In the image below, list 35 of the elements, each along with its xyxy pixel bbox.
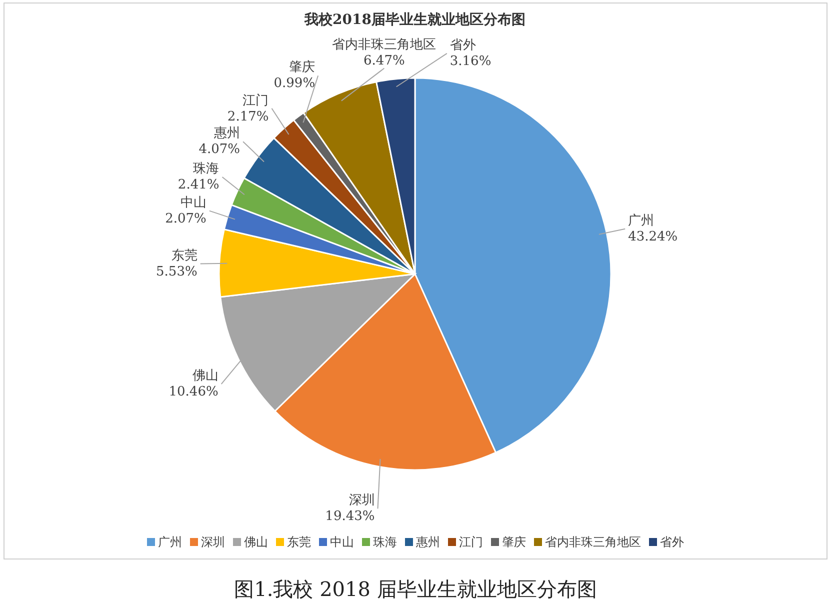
data-label: 2.41% <box>178 178 220 193</box>
data-label: 4.07% <box>198 142 240 158</box>
data-label: 3.16% <box>450 54 492 69</box>
slice-label: 省外 <box>450 38 476 53</box>
legend-label: 省内非珠三角地区 <box>545 535 641 549</box>
slice-label: 珠海 <box>193 162 220 177</box>
legend-label: 惠州 <box>415 535 440 549</box>
slice-label: 肇庆 <box>289 60 316 76</box>
data-label: 43.24% <box>628 229 678 244</box>
legend-label: 省外 <box>660 535 684 549</box>
legend-label: 深圳 <box>201 535 225 549</box>
slice-label: 省内非珠三角地区 <box>332 37 436 52</box>
slice-label: 东莞 <box>171 248 198 264</box>
legend-label: 广州 <box>158 535 182 549</box>
data-label: 6.47% <box>364 53 405 68</box>
legend-label: 江门 <box>459 535 483 549</box>
legend-label: 佛山 <box>244 535 268 549</box>
data-label: 2.07% <box>165 211 206 226</box>
caption: 图1.我校 2018 届毕业生就业地区分布图 <box>234 577 597 601</box>
legend-label: 中山 <box>330 535 354 549</box>
data-label: 0.99% <box>274 76 316 92</box>
data-label: 19.43% <box>325 509 375 524</box>
data-label: 2.17% <box>227 109 269 124</box>
slice-label: 深圳 <box>348 493 375 508</box>
chart-title: 我校2018届毕业生就业地区分布图 <box>304 12 526 28</box>
slice-label: 广州 <box>628 213 654 228</box>
slice-label: 中山 <box>180 195 206 210</box>
legend-label: 肇庆 <box>502 535 526 549</box>
legend-label: 东莞 <box>287 535 311 549</box>
legend-label: 珠海 <box>373 535 397 549</box>
data-label: 5.53% <box>156 264 198 280</box>
slice-label: 惠州 <box>213 126 240 142</box>
slice-label: 佛山 <box>192 368 218 384</box>
data-label: 10.46% <box>168 384 218 400</box>
slice-label: 江门 <box>242 92 269 108</box>
